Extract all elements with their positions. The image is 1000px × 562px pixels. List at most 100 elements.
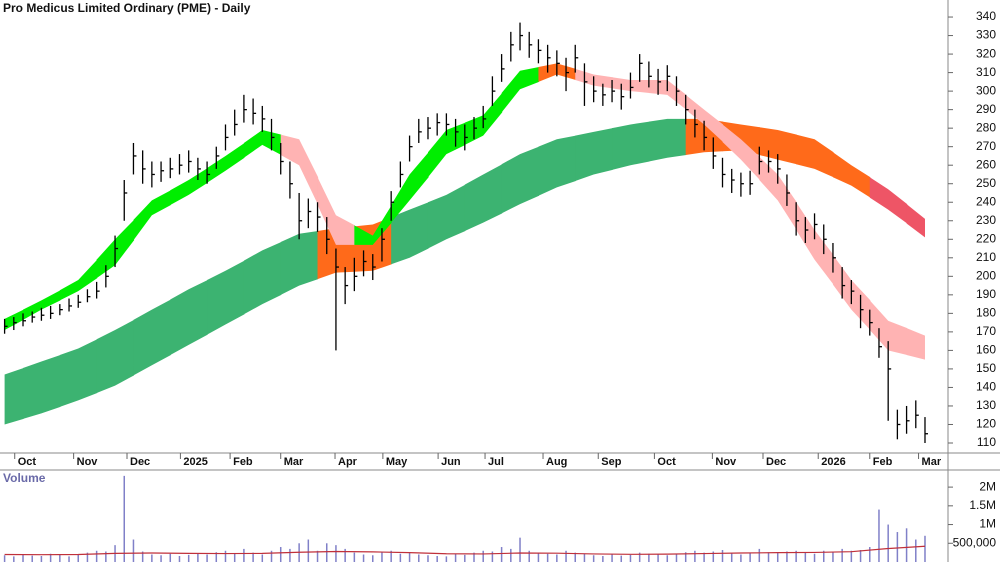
x-tick-label: Mar [922,456,942,468]
volume-y-tick-label: 1.5M [969,498,996,512]
fast-ribbon-segment [391,152,429,223]
volume-bar [233,553,236,562]
volume-bar [924,535,926,562]
fast-ribbon-segment [906,328,925,360]
fast-ribbon-segment [501,67,540,113]
y-tick-label: 340 [976,9,996,23]
fast-ribbon-segment [280,134,319,206]
volume-bar [749,553,751,562]
volume-bar [151,554,153,562]
slow-ribbon-segment [170,280,208,356]
slow-ribbon-segment [464,164,503,231]
y-tick-label: 290 [976,102,996,116]
volume-bar [77,554,79,562]
volume-bar [418,554,420,562]
volume-bar [49,553,52,562]
x-tick-label: 2026 [821,456,845,468]
x-tick-label: Dec [130,456,150,468]
x-tick-label: May [386,456,408,468]
volume-bar [491,551,494,562]
volume-bar [638,552,641,562]
volume-bar [215,552,218,562]
y-tick-label: 310 [976,65,996,79]
slow-ribbon-segment [538,135,576,196]
fast-ribbon-segment [354,205,392,245]
volume-bar [335,545,337,562]
x-tick-label: Oct [657,456,676,468]
volume-bar [915,539,917,562]
y-tick-label: 280 [976,120,996,134]
volume-bar [169,553,172,562]
chart-title: Pro Medicus Limited Ordinary (PME) - Dai… [3,1,251,15]
volume-bar [758,548,761,562]
volume-bar [795,550,797,562]
slow-ribbon-segment [207,260,245,335]
slow-ribbon-segment [832,152,871,198]
volume-bar [95,550,98,562]
volume-bar [86,552,89,562]
volume-label: Volume [3,471,46,485]
volume-bar [362,554,365,562]
y-tick-label: 220 [976,231,996,245]
volume-bar [703,552,705,562]
fast-ribbon-segment [207,142,245,183]
volume-bar [325,543,328,562]
volume-bar [675,554,678,562]
y-tick-label: 120 [976,417,996,431]
slow-ribbon-segment [648,118,687,162]
volume-bar [694,550,696,562]
volume-bar [160,555,162,562]
volume-bar [399,553,402,562]
volume-bar [473,552,475,562]
volume-bar [869,547,871,562]
volume-bar [510,548,512,562]
volume-bar [804,552,807,562]
volume-bar [859,550,862,562]
volume-bar [546,553,549,562]
x-tick-label: Aug [546,456,567,468]
volume-bar [187,554,190,562]
volume-bar [648,553,650,562]
volume-bar [896,532,899,562]
volume-bar [841,548,843,562]
x-tick-label: Nov [77,456,99,468]
y-tick-label: 180 [976,306,996,320]
y-tick-label: 320 [976,46,996,60]
volume-bar [178,556,181,562]
volume-bar [519,537,521,562]
volume-bar [316,550,319,562]
volume-bar [602,556,604,562]
volume-bar [344,548,346,562]
volume-bar [270,550,273,562]
volume-bar [666,555,669,562]
slow-ribbon-segment [133,299,171,376]
volume-bar [59,554,61,562]
volume-bar [887,524,889,562]
volume-bar [832,551,834,562]
volume-y-tick-label: 2M [979,479,996,493]
volume-y-tick-label: 1M [979,517,996,531]
volume-bar [3,555,6,562]
y-tick-label: 200 [976,268,996,282]
volume-bar [813,553,816,562]
volume-bar [592,555,595,562]
fast-ribbon-segment [722,124,760,181]
volume-bar [878,509,880,562]
y-tick-label: 130 [976,398,996,412]
y-tick-label: 330 [976,28,996,42]
volume-bar [454,553,457,562]
slow-ribbon-segment [427,184,466,249]
volume-bar [141,551,144,562]
x-tick-label: Jul [488,456,504,468]
y-tick-label: 210 [976,250,996,264]
volume-bar [776,553,779,562]
volume-bar [822,550,825,562]
volume-y-tick-label: 500,000 [953,535,997,549]
fast-ribbon-segment [317,177,355,245]
fast-ribbon-segment [133,190,171,241]
volume-bar [629,554,632,562]
slow-ribbon-segment [906,204,925,238]
volume-bar [123,475,126,562]
y-tick-label: 150 [976,361,996,375]
